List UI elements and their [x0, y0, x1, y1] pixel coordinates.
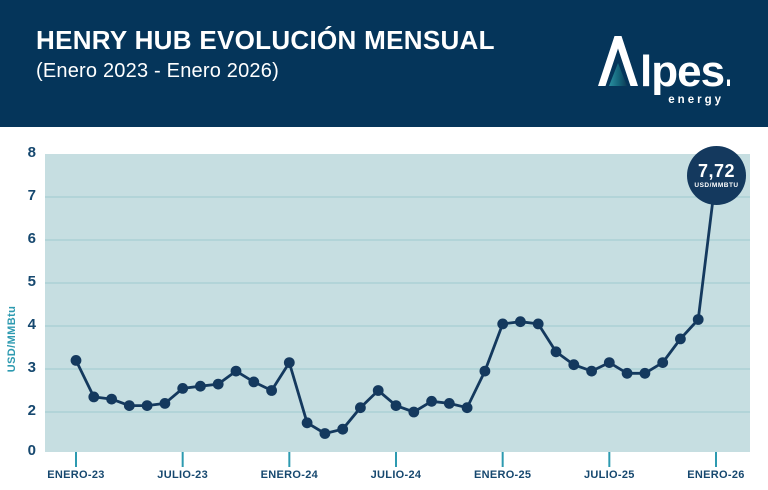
data-point [88, 391, 100, 403]
y-axis-tick-label: 5 [27, 273, 36, 290]
y-axis-tick-label: 0 [27, 442, 36, 459]
header-banner: HENRY HUB EVOLUCIÓN MENSUAL (Enero 2023 … [0, 0, 768, 127]
data-point [390, 400, 402, 411]
y-axis-tick-label: 2 [27, 402, 36, 419]
data-point [106, 393, 117, 405]
data-point [355, 402, 366, 414]
x-axis-tick-label: ENERO-24 [260, 469, 319, 481]
page-title: HENRY HUB EVOLUCIÓN MENSUAL [36, 25, 495, 55]
x-axis-tick-label: ENERO-26 [687, 469, 745, 481]
data-point [639, 367, 651, 379]
y-axis-tick-label: 6 [27, 230, 36, 247]
x-axis-tick-label: JULIO-24 [370, 469, 422, 481]
data-point [443, 398, 455, 409]
y-axis-tick-label: 8 [27, 144, 36, 161]
data-point [230, 365, 242, 377]
data-point [461, 402, 473, 414]
x-axis-tick-label: ENERO-23 [47, 469, 105, 481]
data-point [372, 385, 384, 396]
data-point [479, 365, 491, 377]
latest-value-badge: 7,72 USD/MMBTU [687, 146, 746, 205]
data-point [283, 357, 295, 368]
logo-mountain-accent [609, 63, 627, 86]
data-point [141, 400, 153, 411]
x-axis-tick-label: JULIO-25 [583, 469, 635, 481]
data-point [248, 376, 260, 388]
data-point [301, 417, 313, 429]
data-point [532, 318, 544, 330]
data-point [266, 385, 277, 396]
data-point [586, 365, 597, 377]
badge-value: 7,72 [697, 161, 736, 181]
data-point [497, 318, 509, 330]
data-point [212, 378, 224, 390]
y-axis-tick-label: 4 [27, 316, 36, 333]
data-point [603, 357, 615, 368]
y-axis-title: USD/MMBtu [6, 305, 18, 373]
alpes-logo-graphic: lpes. energy [598, 36, 730, 106]
data-point [515, 316, 526, 328]
y-axis-tick-label: 3 [27, 359, 36, 376]
header-text-block: HENRY HUB EVOLUCIÓN MENSUAL (Enero 2023 … [36, 25, 495, 83]
logo-tagline: energy [668, 94, 724, 106]
data-point [675, 333, 686, 345]
alpes-logo: lpes. energy [598, 26, 730, 110]
page-subtitle: (Enero 2023 - Enero 2026) [36, 59, 279, 82]
logo-mountain-icon [598, 36, 638, 86]
y-axis-tick-label: 7 [27, 187, 36, 204]
data-point [123, 400, 135, 411]
x-axis-tick-label: ENERO-25 [473, 469, 532, 481]
data-point [692, 314, 704, 325]
logo-wordmark: lpes. [640, 47, 730, 96]
x-axis-tick-label: JULIO-23 [157, 469, 208, 481]
data-point [319, 428, 331, 439]
data-point [426, 395, 437, 407]
badge-unit: USD/MMBTU [694, 182, 739, 189]
data-point [550, 346, 562, 358]
data-point [159, 398, 171, 409]
data-point [70, 355, 82, 366]
data-point [177, 383, 189, 394]
data-point [408, 406, 420, 418]
data-point [657, 357, 669, 368]
data-point [337, 423, 349, 435]
data-point [195, 380, 206, 392]
data-point [621, 367, 633, 379]
data-point [568, 359, 580, 371]
